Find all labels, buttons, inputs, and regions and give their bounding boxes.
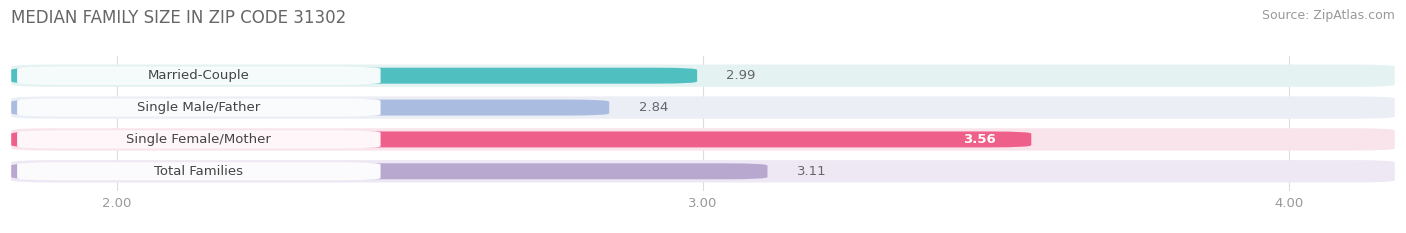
FancyBboxPatch shape bbox=[11, 96, 1395, 119]
FancyBboxPatch shape bbox=[11, 160, 1395, 182]
FancyBboxPatch shape bbox=[11, 99, 609, 116]
FancyBboxPatch shape bbox=[17, 67, 381, 85]
FancyBboxPatch shape bbox=[17, 99, 381, 116]
FancyBboxPatch shape bbox=[17, 130, 381, 148]
Text: Source: ZipAtlas.com: Source: ZipAtlas.com bbox=[1261, 9, 1395, 22]
Text: Total Families: Total Families bbox=[155, 165, 243, 178]
Text: 2.84: 2.84 bbox=[638, 101, 668, 114]
Text: MEDIAN FAMILY SIZE IN ZIP CODE 31302: MEDIAN FAMILY SIZE IN ZIP CODE 31302 bbox=[11, 9, 346, 27]
Text: 3.11: 3.11 bbox=[797, 165, 827, 178]
Text: Single Male/Father: Single Male/Father bbox=[138, 101, 260, 114]
FancyBboxPatch shape bbox=[11, 68, 697, 84]
FancyBboxPatch shape bbox=[11, 131, 1031, 147]
Text: Single Female/Mother: Single Female/Mother bbox=[127, 133, 271, 146]
Text: Married-Couple: Married-Couple bbox=[148, 69, 250, 82]
FancyBboxPatch shape bbox=[11, 163, 768, 179]
Text: 3.56: 3.56 bbox=[963, 133, 995, 146]
FancyBboxPatch shape bbox=[17, 162, 381, 180]
FancyBboxPatch shape bbox=[11, 65, 1395, 87]
FancyBboxPatch shape bbox=[11, 128, 1395, 151]
Text: 2.99: 2.99 bbox=[727, 69, 756, 82]
